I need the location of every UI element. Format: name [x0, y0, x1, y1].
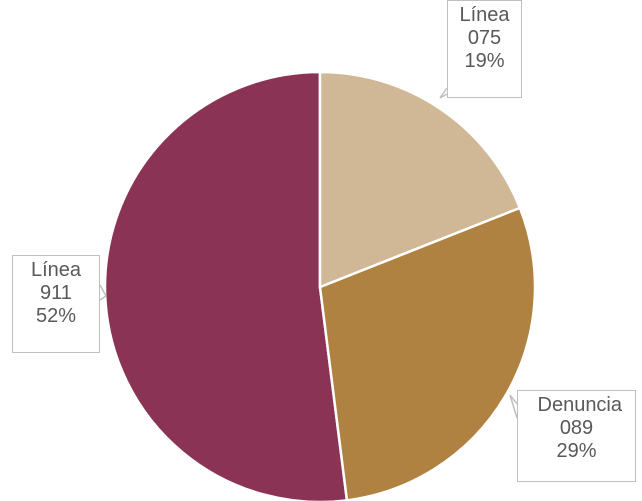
percent-label: 52%	[35, 305, 77, 327]
percent-label: 19%	[464, 50, 505, 72]
pie-slice	[318, 70, 522, 289]
percent-label: 29%	[556, 440, 597, 462]
data-label: Línea 075 19%	[447, 0, 522, 98]
data-label: Denuncia 089 29%	[517, 390, 636, 482]
pie-slice	[318, 206, 537, 501]
category-label: Línea 075	[459, 4, 510, 49]
category-label: Línea 911	[30, 259, 82, 304]
pie-slice	[103, 70, 349, 501]
category-label: Denuncia 089	[537, 394, 623, 439]
callout-pointer	[509, 394, 518, 419]
callout-pointer	[439, 87, 448, 99]
callout-pointer	[99, 284, 107, 301]
data-label: Línea 911 52%	[12, 255, 100, 353]
